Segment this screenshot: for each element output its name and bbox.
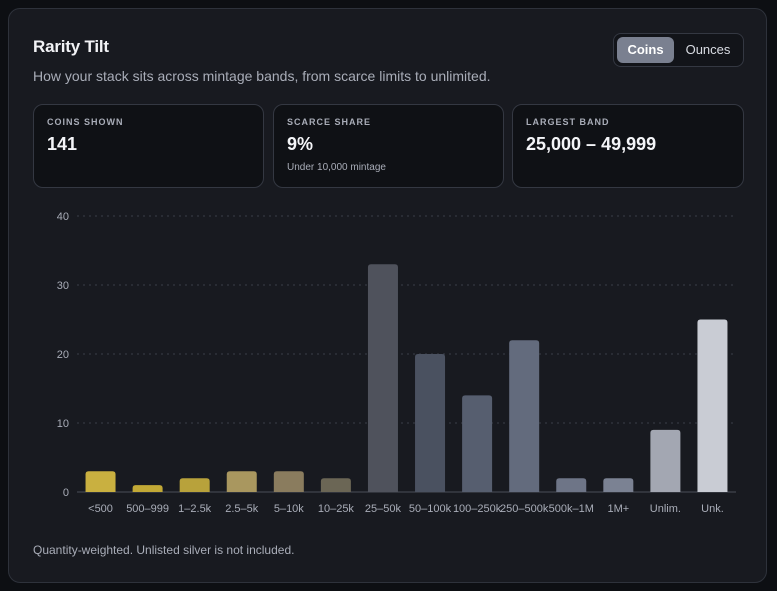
- unit-toggle: Coins Ounces: [613, 33, 744, 67]
- bar-10: [556, 478, 587, 492]
- x-tick-label: 2.5–5k: [225, 503, 259, 515]
- x-tick-label: Unk.: [701, 503, 724, 515]
- card-title: Rarity Tilt: [33, 37, 109, 56]
- x-tick-label: 100–250k: [453, 503, 502, 515]
- bar-8: [462, 395, 493, 492]
- bar-1: [132, 485, 163, 492]
- stat-coins-shown: COINS SHOWN 141: [33, 104, 264, 188]
- x-tick-label: 10–25k: [318, 503, 355, 515]
- stat-largest-band: LARGEST BAND 25,000 – 49,999: [512, 104, 744, 188]
- x-tick-label: 500–999: [126, 503, 169, 515]
- bar-6: [367, 264, 398, 492]
- stat-label: SCARCE SHARE: [287, 117, 372, 127]
- card-subtitle: How your stack sits across mintage bands…: [33, 68, 491, 84]
- bar-0: [85, 471, 116, 492]
- bar-13: [697, 319, 728, 492]
- x-tick-label: 1–2.5k: [178, 503, 212, 515]
- toggle-coins-button[interactable]: Coins: [617, 37, 674, 63]
- x-tick-label: 50–100k: [409, 503, 452, 515]
- x-tick-label: 25–50k: [365, 503, 402, 515]
- stat-scarce-share: SCARCE SHARE 9% Under 10,000 mintage: [273, 104, 504, 188]
- x-tick-label: 500k–1M: [549, 503, 594, 515]
- y-tick-label: 40: [57, 211, 69, 223]
- bar-3: [226, 471, 257, 492]
- bar-2: [179, 478, 210, 492]
- bar-12: [650, 429, 681, 492]
- stat-label: LARGEST BAND: [526, 117, 610, 127]
- bar-7: [415, 354, 446, 492]
- y-tick-label: 10: [57, 418, 69, 430]
- footnote: Quantity-weighted. Unlisted silver is no…: [33, 543, 295, 557]
- x-tick-label: Unlim.: [650, 503, 681, 515]
- rarity-tilt-card: Rarity Tilt How your stack sits across m…: [8, 8, 767, 583]
- x-tick-label: 250–500k: [500, 503, 549, 515]
- stat-value: 25,000 – 49,999: [526, 134, 657, 154]
- y-tick-label: 30: [57, 280, 69, 292]
- x-tick-label: 5–10k: [274, 503, 304, 515]
- x-tick-label: <500: [88, 503, 113, 515]
- toggle-ounces-button[interactable]: Ounces: [685, 42, 731, 57]
- y-tick-label: 20: [57, 349, 69, 361]
- stat-note: Under 10,000 mintage: [287, 162, 386, 173]
- bar-4: [273, 471, 304, 492]
- stat-value: 9%: [287, 134, 314, 154]
- stat-value: 141: [47, 134, 78, 154]
- y-tick-label: 0: [63, 487, 69, 499]
- bar-9: [509, 340, 540, 492]
- x-tick-label: 1M+: [607, 503, 629, 515]
- bar-5: [320, 478, 351, 492]
- stat-label: COINS SHOWN: [47, 117, 124, 127]
- bar-11: [603, 478, 634, 492]
- rarity-bar-chart: 0 10 20 30 40 <500 500–999 1–2.5k 2.5–5k 5–10k 10–…: [57, 211, 736, 515]
